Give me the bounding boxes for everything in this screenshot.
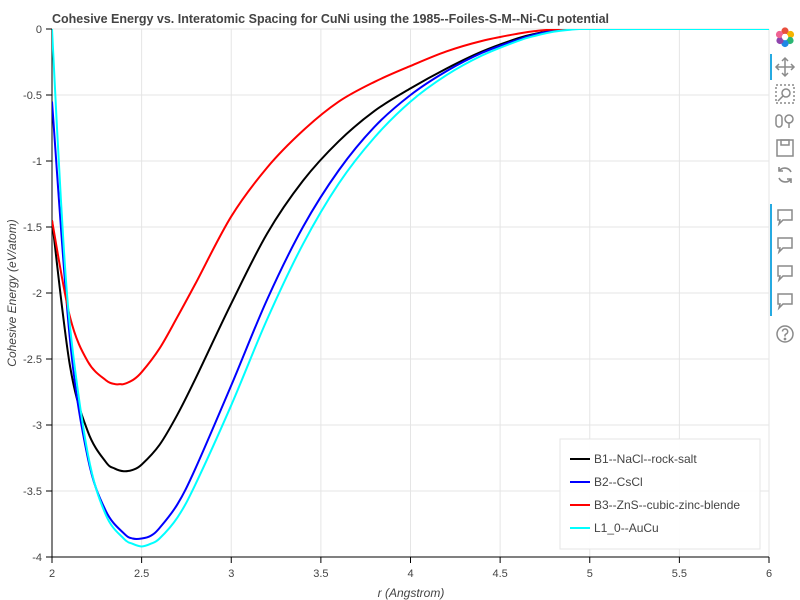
x-tick-label: 3.5 (313, 568, 328, 580)
hover-icon[interactable] (772, 260, 798, 286)
plot-area[interactable] (52, 29, 769, 548)
legend: B1--NaCl--rock-salt B2--CsCl B3--ZnS--cubi… (559, 438, 761, 550)
x-tick-label: 2.5 (134, 568, 149, 580)
x-tick-label: 6 (766, 568, 772, 580)
y-tick-label: -3.5 (23, 486, 42, 498)
legend-box (559, 438, 761, 550)
y-tick-label: -3 (32, 420, 42, 432)
series-line-2 (52, 29, 769, 386)
legend-item-label: B2--CsCl (594, 475, 643, 489)
x-tick-label: 5.5 (672, 568, 687, 580)
tool-active-indicator (770, 54, 772, 80)
series-group (52, 29, 769, 548)
hover-icon[interactable] (772, 204, 798, 230)
x-tick-label: 3 (228, 568, 234, 580)
y-tick-label: -4 (32, 552, 42, 564)
series-line-1 (52, 29, 769, 541)
legend-item-label: B1--NaCl--rock-salt (594, 452, 697, 466)
reset-icon[interactable] (772, 162, 798, 188)
y-tick-label: -2 (32, 288, 42, 300)
hover-icon[interactable] (772, 232, 798, 258)
save-icon[interactable] (772, 135, 798, 161)
x-tick-label: 5 (587, 568, 593, 580)
y-tick-label: -1.5 (23, 222, 42, 234)
bokeh-logo-icon[interactable] (772, 24, 798, 50)
legend-item-label: B3--ZnS--cubic-zinc-blende (594, 498, 740, 512)
box-zoom-icon[interactable] (772, 81, 798, 107)
y-tick-label: -1 (32, 156, 42, 168)
pan-icon[interactable] (772, 54, 798, 80)
axes: 2 2.5 3 3.5 4 4.5 5 5.5 6 0 -0.5 -1 -1.5 -2 -2.5 -3 -3.5… (23, 24, 772, 580)
y-tick-label: -2.5 (23, 354, 42, 366)
series-line-0 (52, 29, 769, 473)
y-tick-label: -0.5 (23, 90, 42, 102)
x-tick-label: 2 (49, 568, 55, 580)
tool-active-indicator (770, 204, 772, 316)
legend-item-label: L1_0--AuCu (594, 521, 659, 535)
hover-icon[interactable] (772, 288, 798, 314)
x-tick-label: 4.5 (492, 568, 507, 580)
help-icon[interactable] (772, 321, 798, 347)
y-axis-label: Cohesive Energy (eV/atom) (5, 219, 19, 366)
series-line-3 (52, 29, 769, 548)
x-tick-label: 4 (407, 568, 413, 580)
y-tick-label: 0 (36, 24, 42, 36)
wheel-zoom-icon[interactable] (772, 108, 798, 134)
chart-title: Cohesive Energy vs. Interatomic Spacing … (52, 12, 609, 26)
x-axis-label: r (Angstrom) (378, 586, 445, 600)
